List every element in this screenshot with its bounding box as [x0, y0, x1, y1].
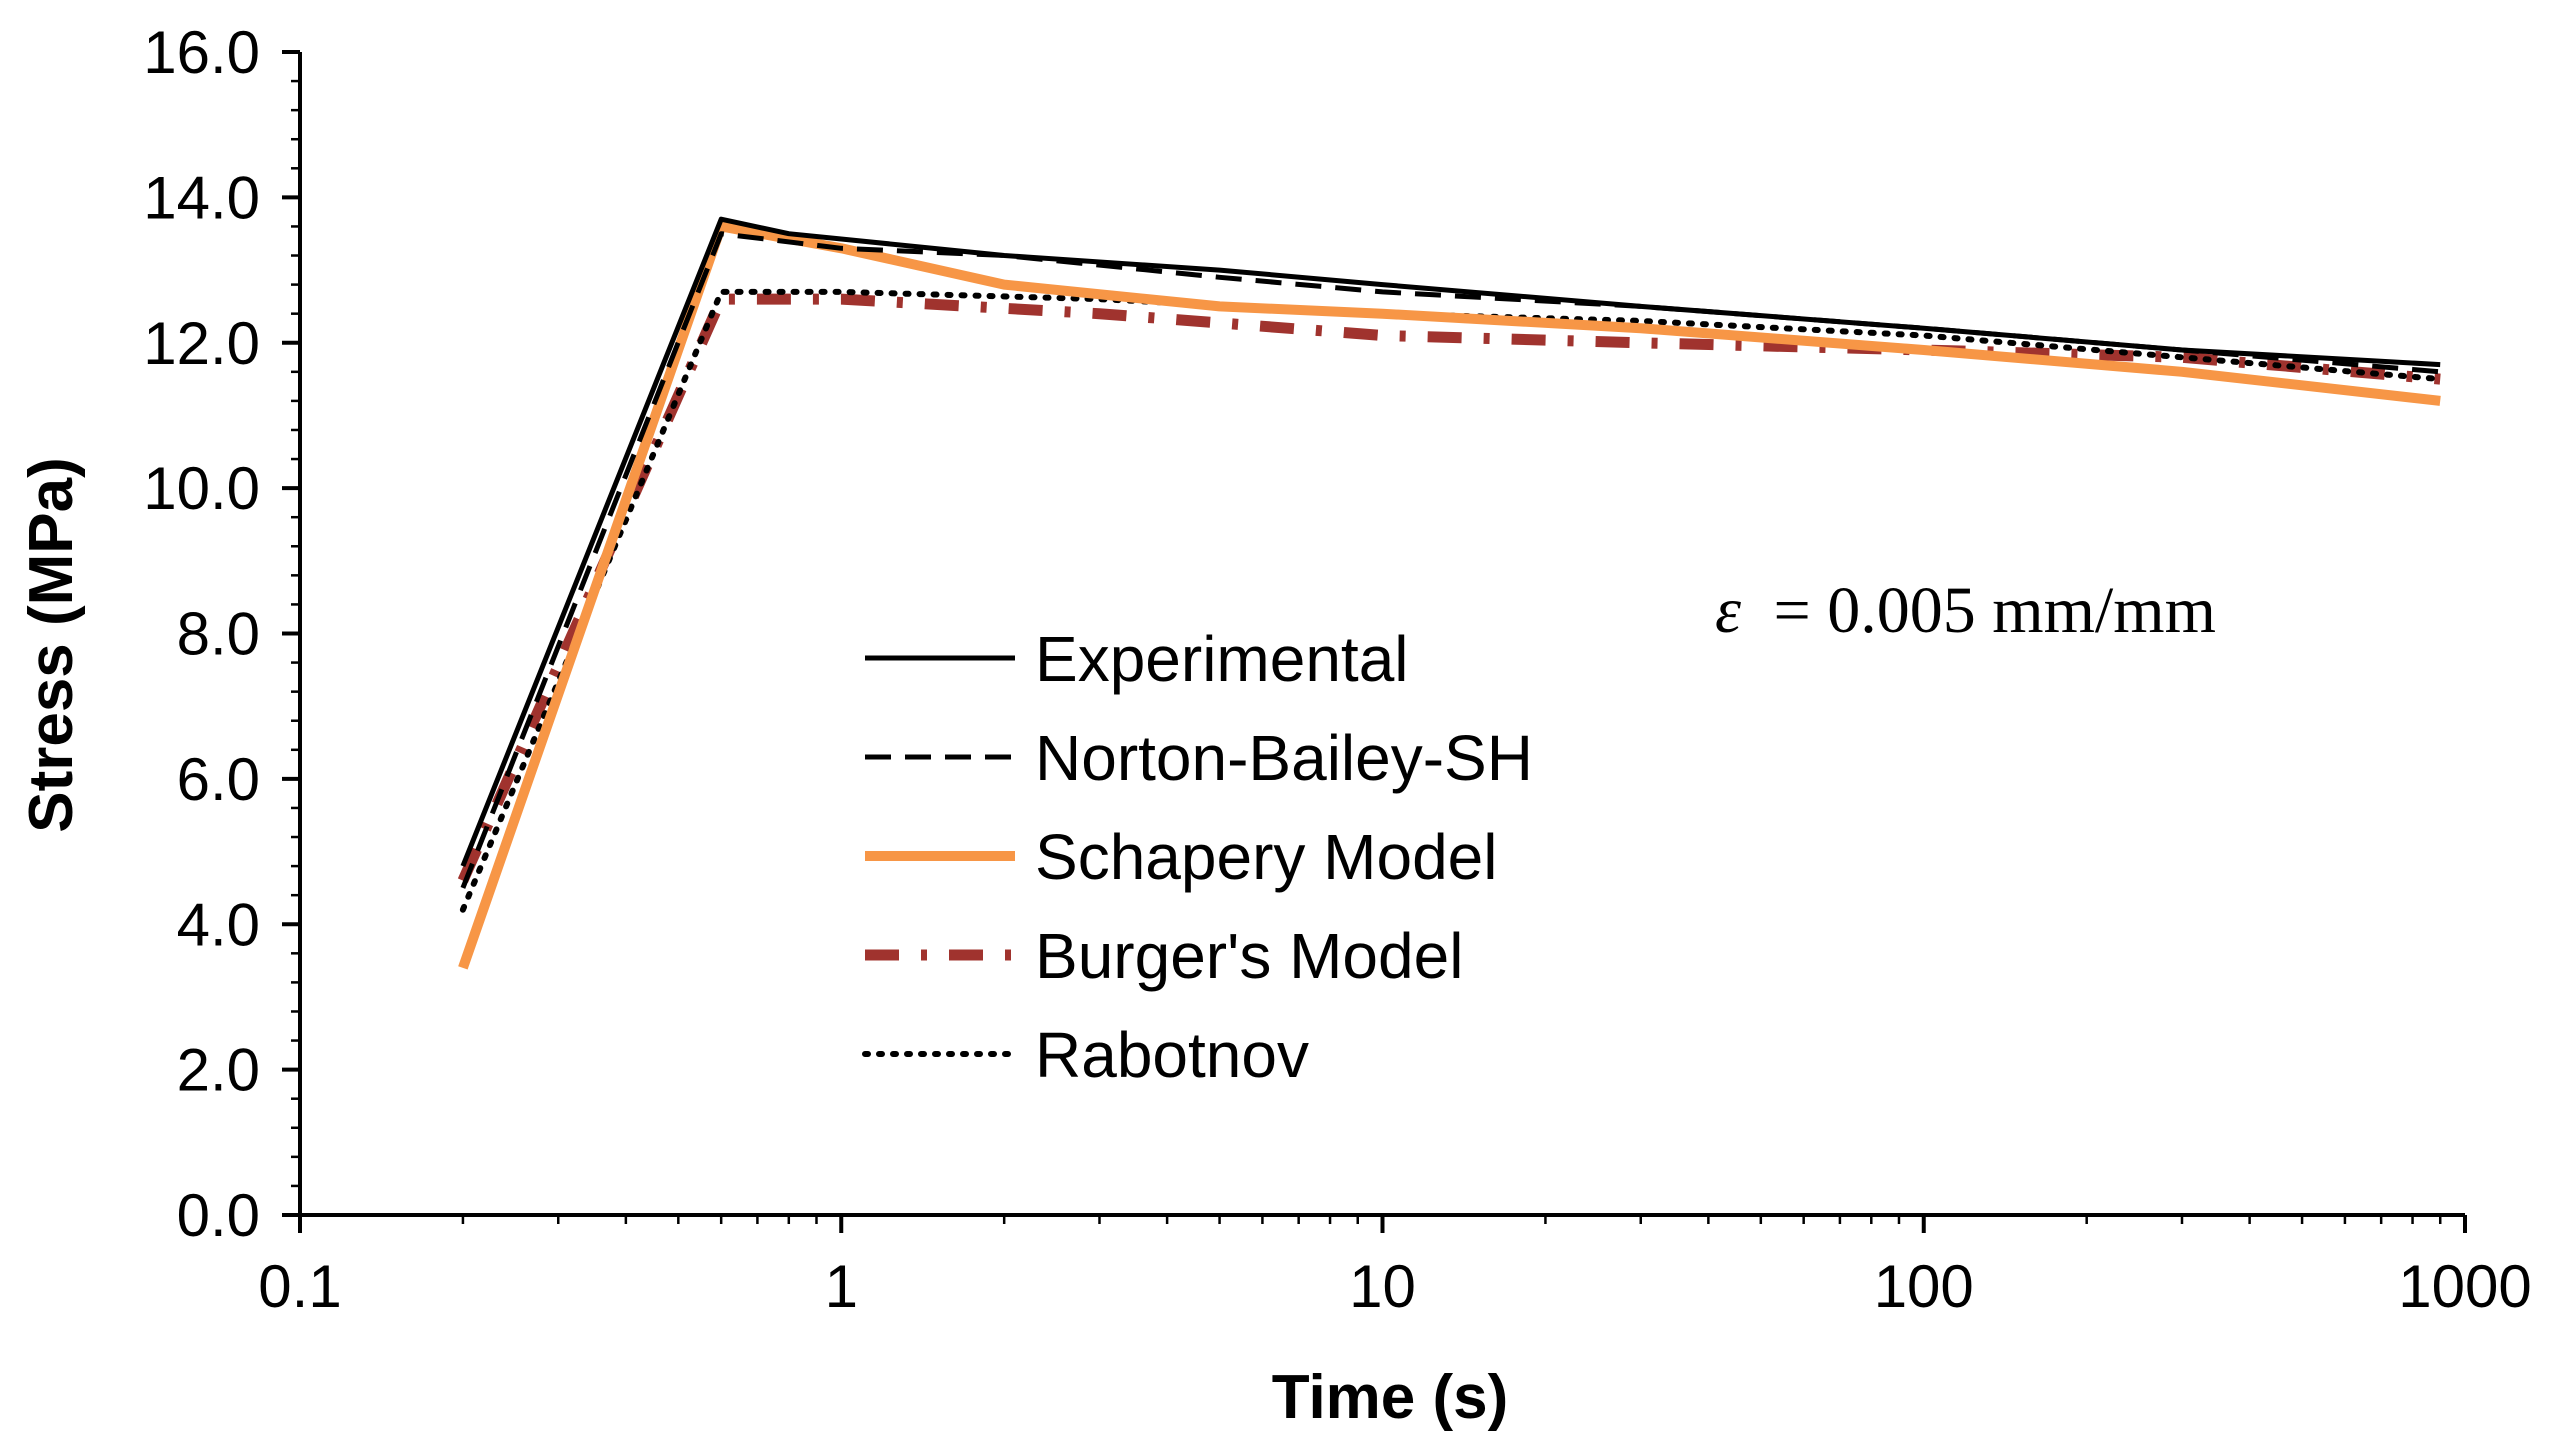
series-lines: [457, 216, 2444, 970]
legend-label: Burger's Model: [1035, 920, 1463, 992]
series-line-schapery-model: [458, 221, 2441, 970]
x-tick-label: 100: [1874, 1253, 1974, 1320]
x-tick-label: 10: [1349, 1253, 1416, 1320]
strain-annotation: ε = 0.005 mm/mm: [1715, 574, 2216, 647]
y-tick-label: 2.0: [177, 1037, 260, 1104]
series-line-norton-bailey-sh: [460, 231, 2441, 889]
y-tick-label: 14.0: [143, 164, 260, 231]
x-tick-label: 0.1: [258, 1253, 341, 1320]
x-tick-label: 1: [825, 1253, 858, 1320]
y-tick-label: 4.0: [177, 891, 260, 958]
y-tick-label: 8.0: [177, 601, 260, 668]
y-tick-label: 10.0: [143, 455, 260, 522]
strain-value: = 0.005 mm/mm: [1774, 574, 2216, 647]
series-line-burger-s-model: [457, 293, 2441, 883]
y-tick-labels: 0.0 2.0 4.0 6.0 8.0 10.0 12.0 14.0 16.0: [143, 19, 260, 1249]
legend-label: Norton-Bailey-SH: [1035, 722, 1533, 794]
legend-label: Rabotnov: [1035, 1019, 1309, 1091]
legend-label: Schapery Model: [1035, 821, 1497, 893]
y-tick-label: 12.0: [143, 310, 260, 377]
y-tick-label: 6.0: [177, 746, 260, 813]
y-axis-title: Stress (MPa): [17, 457, 86, 833]
x-tick-labels: 0.1 1 10 100 1000: [258, 1253, 2531, 1320]
x-tick-label: 1000: [2398, 1253, 2531, 1320]
series-line-experimental: [460, 216, 2441, 868]
x-axis-title: Time (s): [1272, 1363, 1509, 1432]
legend-label: Experimental: [1035, 623, 1409, 695]
y-tick-label: 0.0: [177, 1182, 260, 1249]
y-tick-label: 16.0: [143, 19, 260, 86]
strain-symbol: ε: [1715, 574, 1741, 647]
legend: Experimental Norton-Bailey-SH Schapery Mod…: [862, 623, 1533, 1091]
